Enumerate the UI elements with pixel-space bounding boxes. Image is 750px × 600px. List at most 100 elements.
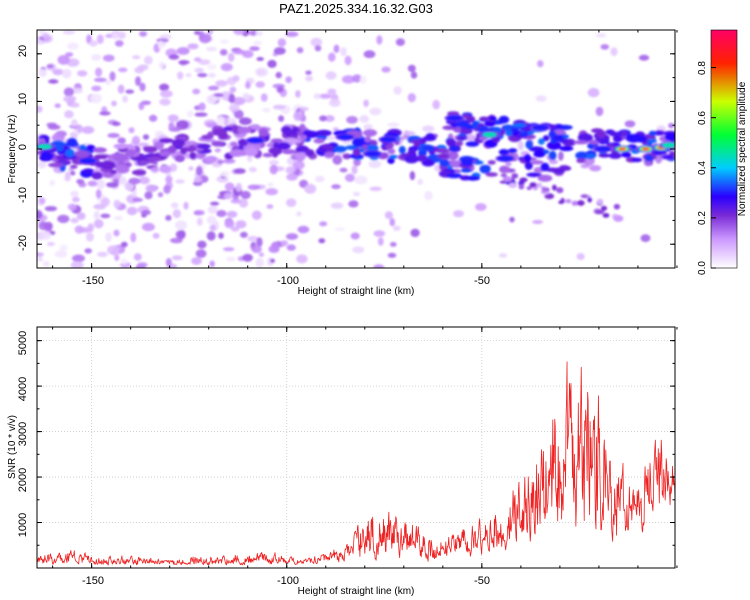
band-blob	[151, 167, 159, 173]
noise-blob	[141, 222, 155, 232]
noise-blob	[215, 80, 228, 87]
spectrogram-noise	[37, 30, 675, 268]
noise-blob	[70, 261, 84, 268]
noise-blob	[368, 160, 382, 169]
noise-blob	[267, 182, 274, 187]
band-blob	[553, 134, 564, 142]
colorbar-tick-1: 0.2	[697, 211, 708, 225]
noise-blob	[285, 76, 292, 84]
noise-blob	[351, 165, 358, 175]
band-blob	[565, 199, 572, 204]
noise-blob	[293, 111, 303, 121]
band-blob	[609, 131, 625, 137]
band-blob	[510, 131, 519, 136]
noise-blob	[206, 94, 217, 105]
snr-x-tick-0: -150	[82, 575, 104, 587]
noise-blob	[84, 248, 92, 254]
noise-blob	[305, 70, 312, 75]
band-blob	[82, 168, 94, 173]
snr-series-line	[37, 361, 675, 566]
noise-blob	[393, 86, 402, 95]
noise-blob	[216, 210, 227, 217]
noise-blob	[193, 210, 205, 216]
band-blob	[70, 164, 78, 169]
noise-blob	[285, 31, 299, 37]
band-blob	[529, 182, 537, 188]
band-blob	[74, 150, 91, 158]
noise-blob	[46, 241, 55, 247]
noise-blob	[87, 180, 98, 187]
band-blob	[580, 194, 589, 199]
noise-blob	[38, 69, 48, 78]
band-blob	[587, 197, 592, 203]
noise-blob	[464, 134, 477, 142]
noise-blob	[93, 210, 100, 220]
noise-blob	[191, 257, 202, 265]
band-blob	[270, 138, 283, 143]
noise-blob	[144, 55, 153, 65]
noise-blob	[130, 232, 137, 243]
band-blob	[258, 128, 269, 137]
noise-blob	[324, 115, 335, 122]
noise-blob	[359, 75, 367, 84]
noise-blob	[296, 47, 304, 54]
band-blob	[613, 203, 621, 210]
noise-blob	[137, 262, 148, 268]
band-blob	[446, 138, 457, 147]
noise-blob	[229, 86, 237, 93]
noise-blob	[111, 121, 121, 127]
band-blob	[522, 126, 532, 133]
noise-blob	[67, 42, 79, 50]
band-blob	[159, 151, 172, 157]
band-blob	[508, 148, 518, 153]
noise-blob	[576, 253, 585, 260]
noise-blob	[505, 161, 512, 167]
snr-background	[37, 327, 675, 568]
band-blob	[542, 135, 550, 142]
colorbar-tick-0: 0.0	[697, 261, 708, 275]
band-blob	[409, 139, 422, 144]
noise-blob	[188, 166, 194, 171]
band-blob	[455, 140, 464, 147]
noise-blob	[76, 178, 85, 185]
spectrogram-y-tick-3: -10	[17, 187, 29, 203]
noise-blob	[410, 71, 418, 79]
hot-spot	[37, 144, 52, 150]
noise-blob	[72, 254, 85, 263]
band-blob	[270, 147, 283, 155]
band-blob	[315, 129, 332, 137]
band-blob	[613, 215, 624, 222]
noise-blob	[216, 116, 225, 125]
band-blob	[552, 184, 557, 191]
noise-blob	[131, 135, 141, 146]
noise-blob	[332, 154, 343, 165]
noise-blob	[57, 55, 70, 65]
noise-blob	[197, 240, 207, 249]
noise-blob	[265, 188, 278, 196]
band-blob	[530, 160, 544, 165]
band-blob	[93, 147, 107, 153]
band-blob	[291, 127, 299, 133]
snr-x-tick-2: -50	[474, 575, 490, 587]
noise-blob	[113, 229, 120, 237]
band-blob	[558, 200, 563, 204]
noise-blob	[363, 50, 376, 59]
noise-blob	[424, 190, 433, 201]
band-blob	[249, 124, 261, 130]
noise-blob	[44, 221, 53, 231]
band-blob	[471, 120, 479, 129]
noise-blob	[251, 245, 262, 254]
band-blob	[631, 157, 643, 163]
spectrogram-ticks	[37, 29, 678, 269]
noise-blob	[260, 93, 268, 102]
noise-blob	[340, 47, 347, 57]
band-blob	[556, 187, 564, 194]
band-blob	[525, 140, 533, 149]
noise-blob	[255, 257, 264, 268]
band-blob	[460, 168, 473, 173]
noise-blob	[168, 54, 180, 60]
noise-blob	[103, 54, 115, 62]
noise-blob	[344, 55, 352, 66]
band-blob	[621, 151, 632, 158]
noise-blob	[120, 258, 128, 265]
